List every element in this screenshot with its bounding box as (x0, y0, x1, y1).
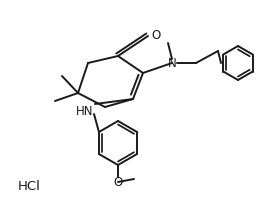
Text: O: O (151, 28, 161, 42)
Text: HN: HN (76, 104, 93, 118)
Text: N: N (168, 57, 176, 69)
Text: O: O (113, 176, 123, 188)
Text: HCl: HCl (18, 180, 41, 192)
